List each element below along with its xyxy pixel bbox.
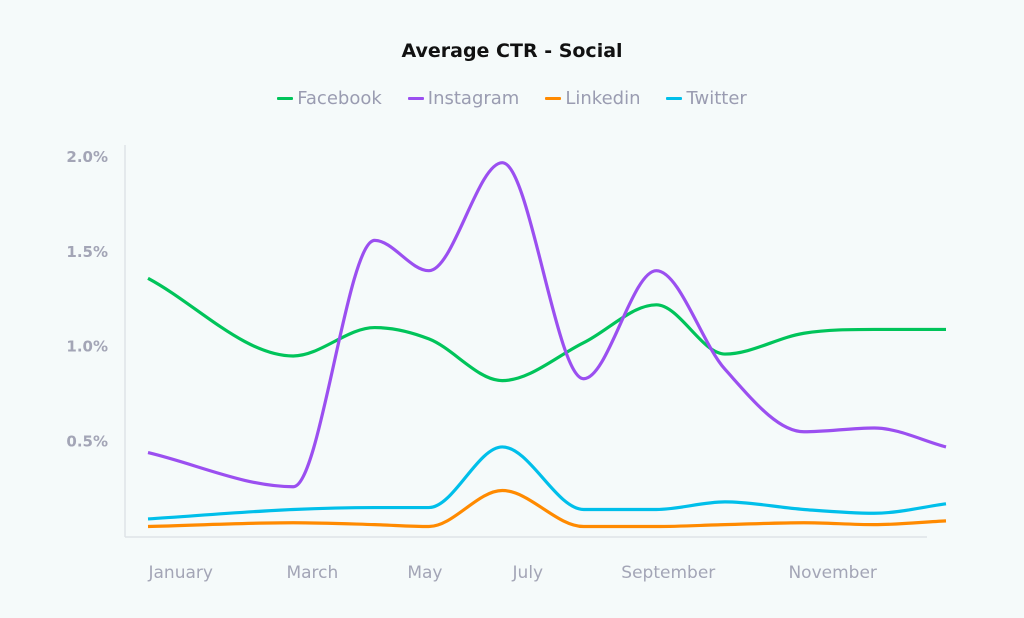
x-tick-label: July (512, 563, 544, 583)
x-tick-label: May (407, 563, 442, 583)
legend-label: Facebook (297, 88, 382, 109)
legend-swatch (277, 97, 294, 100)
x-tick-label: September (621, 563, 715, 583)
legend-swatch (666, 97, 683, 100)
y-tick-label: 0.5% (66, 432, 108, 450)
x-tick-label: March (286, 563, 338, 583)
chart-title: Average CTR - Social (401, 40, 623, 62)
legend-swatch (545, 97, 562, 100)
series-line-facebook[interactable] (147, 276, 946, 383)
legend: Facebook Instagram Linkedin Twitter (0, 88, 1024, 109)
legend-item-twitter[interactable]: Twitter (666, 88, 747, 109)
legend-label: Twitter (686, 88, 747, 109)
legend-item-linkedin[interactable]: Linkedin (545, 88, 640, 109)
x-tick-label: November (788, 563, 876, 583)
series-line-linkedin[interactable] (147, 488, 947, 529)
y-tick-label: 1.5% (66, 243, 108, 261)
series-line-twitter[interactable] (147, 445, 947, 521)
legend-label: Instagram (427, 88, 520, 109)
x-tick-label: January (147, 563, 212, 583)
legend-swatch (407, 97, 424, 100)
y-tick-label: 2.0% (66, 148, 108, 166)
legend-item-facebook[interactable]: Facebook (277, 88, 382, 109)
legend-label: Linkedin (565, 88, 641, 109)
series-line-instagram[interactable] (147, 161, 947, 489)
legend-item-instagram[interactable]: Instagram (407, 88, 520, 109)
y-tick-label: 1.0% (66, 338, 108, 356)
